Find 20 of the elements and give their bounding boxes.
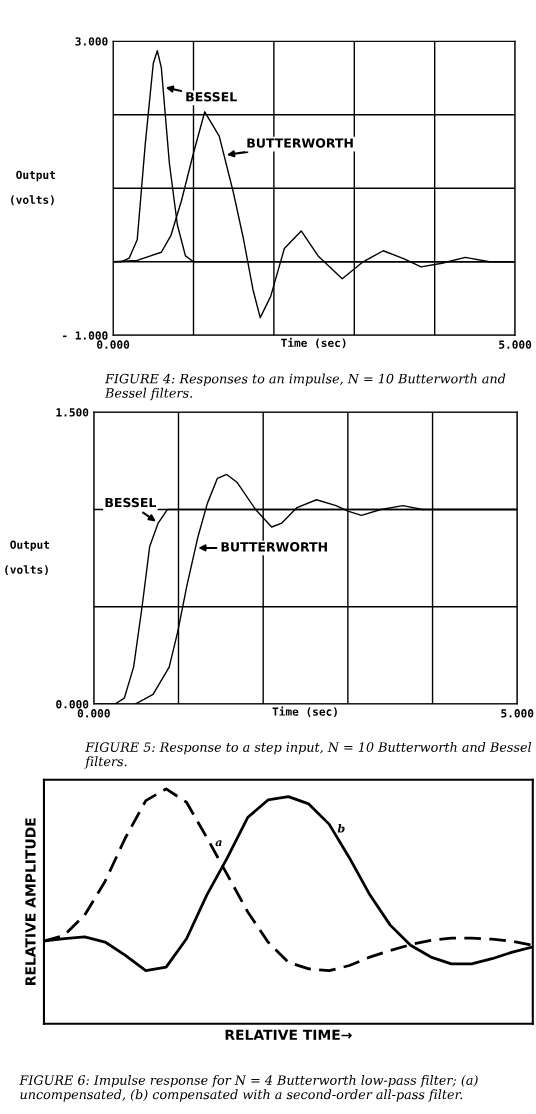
y-axis-title: RELATIVE AMPLITUDE bbox=[25, 818, 36, 985]
text: Output (volts) bbox=[11, 170, 55, 206]
x-tick-label: 5.000 bbox=[501, 709, 534, 718]
text: Output (volts) bbox=[5, 540, 50, 576]
legend-label: BUTTERWORTH bbox=[221, 542, 327, 552]
x-axis-title: RELATIVE TIME→ bbox=[225, 1029, 352, 1040]
caption: FIGURE 5: Response to a step input, N = 10 Butterworth and Bessel filters. bbox=[84, 741, 532, 769]
series-label: b bbox=[337, 824, 345, 833]
x-tick-label: 5.000 bbox=[499, 340, 532, 349]
caption: FIGURE 4: Responses to an impulse, N = 10 Butterworth and Bessel filters. bbox=[104, 373, 506, 401]
series-label: a bbox=[215, 840, 222, 847]
x-axis-title: Time (sec) bbox=[281, 337, 346, 349]
series-label: BESSEL bbox=[105, 497, 157, 508]
series-label: BUTTERWORTH bbox=[247, 138, 353, 148]
y-tick-label: 3.000 bbox=[75, 37, 108, 46]
y-tick-label: - 1.000 bbox=[63, 331, 108, 340]
x-axis-title: Time (sec) bbox=[272, 706, 337, 718]
caption: FIGURE 6: Impulse response for N = 4 Butterworth low-pass filter; (a) uncompensated, (b) compensated with a second-order all-pass filter. bbox=[19, 1075, 478, 1102]
legend-label: BESSEL bbox=[186, 92, 237, 102]
y-tick-label: 1.500 bbox=[56, 408, 89, 417]
